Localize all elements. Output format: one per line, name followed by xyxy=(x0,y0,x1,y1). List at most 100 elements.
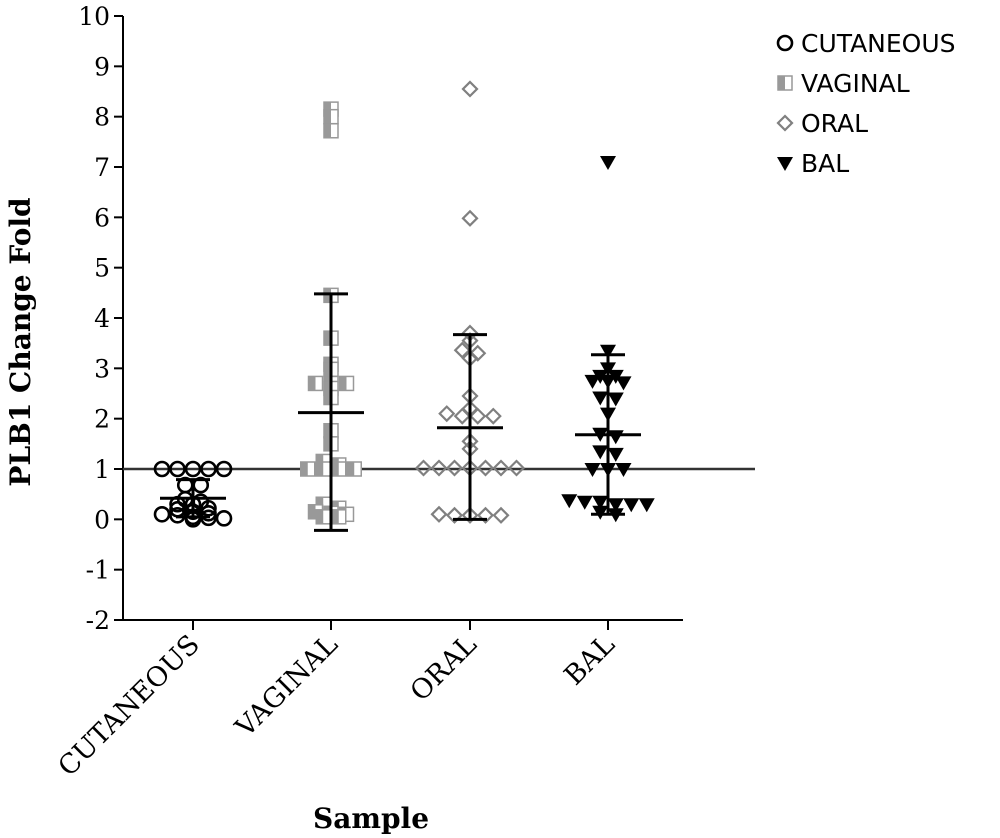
data-point xyxy=(777,75,793,91)
data-point xyxy=(777,157,793,171)
data-point xyxy=(438,405,456,423)
y-tick-label: 0 xyxy=(94,505,110,534)
axes-group: -2 -1 0 1 2 3 4 5 6 7 8 9 10 CUTANEOUS VAGINAL ORAL BAL xyxy=(52,2,683,783)
y-tick-label: 9 xyxy=(94,52,110,81)
data-point xyxy=(461,80,479,98)
marker-fill xyxy=(308,504,316,519)
data-point xyxy=(476,506,495,524)
data-point xyxy=(153,505,171,523)
data-point xyxy=(215,510,233,527)
legend-group: CUTANEOUS VAGINAL ORAL BAL xyxy=(776,29,956,178)
data-point xyxy=(592,369,609,384)
data-point xyxy=(338,375,355,392)
data-point xyxy=(200,499,217,517)
y-tick-label: -2 xyxy=(86,606,110,635)
data-point xyxy=(561,494,578,509)
y-tick-label: 10 xyxy=(78,2,110,31)
data-point xyxy=(200,504,217,522)
data-point xyxy=(307,375,324,392)
marker-fill xyxy=(324,109,331,124)
data-point xyxy=(576,495,593,510)
legend-label: BAL xyxy=(801,149,849,178)
points-group xyxy=(153,80,655,528)
data-point xyxy=(623,498,640,513)
marker-fill xyxy=(316,509,324,524)
marker-fill xyxy=(324,436,331,451)
data-point xyxy=(638,498,655,513)
marker-fill xyxy=(324,123,331,138)
marker-fill xyxy=(331,462,339,476)
data-point xyxy=(492,459,510,477)
y-tick-label: -1 xyxy=(86,556,110,585)
y-tick-label: 2 xyxy=(94,405,110,434)
data-point xyxy=(469,344,487,362)
data-point xyxy=(461,209,479,227)
data-point xyxy=(776,114,794,132)
marker-fill xyxy=(324,331,331,346)
data-point xyxy=(315,509,331,525)
data-point xyxy=(615,376,632,391)
marker-fill xyxy=(300,462,308,476)
marker-fill xyxy=(316,462,324,476)
data-point xyxy=(615,463,632,477)
data-point xyxy=(600,344,616,359)
marker-fill xyxy=(347,462,355,476)
data-point xyxy=(323,108,339,125)
data-point xyxy=(584,374,601,389)
data-point xyxy=(476,459,495,477)
legend-label: VAGINAL xyxy=(801,69,910,98)
data-point xyxy=(331,509,347,525)
marker-fill xyxy=(324,423,331,438)
marker-fill xyxy=(339,376,347,391)
x-tick-label: VAGINAL xyxy=(229,629,344,744)
data-point xyxy=(469,407,487,425)
data-point xyxy=(169,507,186,524)
y-tick-label: 4 xyxy=(94,304,110,333)
marker-fill xyxy=(324,381,331,396)
marker-fill xyxy=(324,390,331,405)
data-point xyxy=(445,459,464,477)
x-axis-title: Sample xyxy=(313,802,429,835)
data-point xyxy=(169,460,186,478)
data-point xyxy=(430,459,448,477)
y-tick-label: 1 xyxy=(94,455,110,484)
y-axis-title: PLB1 Change Fold xyxy=(4,197,37,486)
data-point xyxy=(461,506,479,524)
data-point xyxy=(153,460,171,478)
data-point xyxy=(607,447,624,462)
data-point xyxy=(331,461,347,477)
marker-fill xyxy=(324,362,331,377)
legend-label: ORAL xyxy=(801,109,868,138)
data-point xyxy=(323,123,339,139)
data-point xyxy=(592,445,609,460)
data-point xyxy=(315,461,331,477)
x-tick-label: ORAL xyxy=(405,629,483,707)
data-point xyxy=(346,461,362,477)
data-point xyxy=(414,459,433,477)
data-point xyxy=(607,498,624,513)
data-point xyxy=(492,506,510,524)
marker-fill xyxy=(308,376,316,391)
legend-label: CUTANEOUS xyxy=(801,29,956,58)
data-point xyxy=(300,461,316,477)
x-tick-label: CUTANEOUS xyxy=(52,629,206,783)
error-bars-group xyxy=(160,292,641,532)
data-point xyxy=(600,155,616,170)
data-point xyxy=(607,392,624,407)
marker-fill xyxy=(331,509,339,524)
data-point xyxy=(584,463,601,477)
data-point xyxy=(453,341,471,359)
data-point xyxy=(184,460,202,478)
y-tick-label: 5 xyxy=(94,254,110,283)
data-point xyxy=(592,495,609,510)
y-tick-label: 3 xyxy=(94,354,110,383)
y-tick-label: 8 xyxy=(94,103,110,132)
data-point xyxy=(607,430,624,445)
data-point xyxy=(607,369,624,384)
marker-fill xyxy=(778,76,785,90)
data-point xyxy=(507,459,526,477)
y-tick-label: 7 xyxy=(94,153,110,182)
data-point xyxy=(592,391,609,406)
